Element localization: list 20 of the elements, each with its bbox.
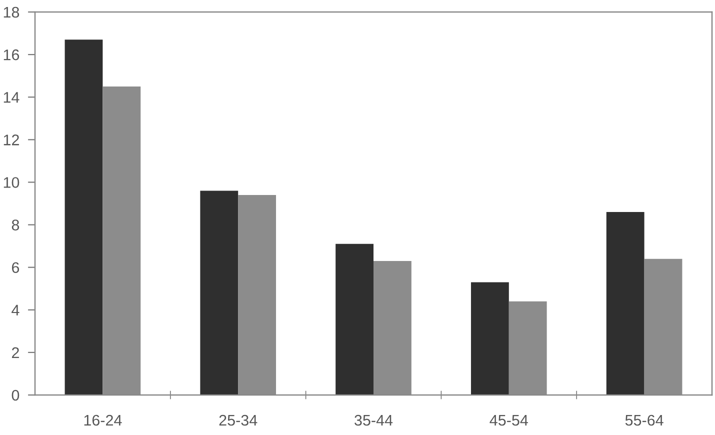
y-tick-label: 0	[12, 390, 20, 401]
y-tick-label: 10	[4, 177, 20, 188]
y-tick-label: 4	[12, 304, 20, 316]
bar	[200, 190, 238, 395]
x-tick-label: 35-44	[354, 414, 393, 426]
y-tick-label: 12	[4, 134, 19, 146]
x-tick-label: 45-54	[490, 415, 528, 426]
bar	[470, 282, 509, 395]
y-tick-label: 14	[4, 92, 20, 103]
x-tick-label: 25-34	[219, 414, 258, 426]
bar	[64, 40, 103, 395]
y-tick-label: 2	[12, 347, 19, 358]
y-tick-label: 16	[4, 49, 20, 60]
y-tick-label: 8	[12, 220, 20, 230]
x-tick-label: 16-24	[84, 414, 122, 426]
bar	[606, 212, 644, 395]
x-tick-label: 55-64	[625, 414, 664, 426]
y-tick-label: 18	[4, 6, 20, 18]
bar	[336, 244, 374, 395]
y-tick-label: 6	[12, 262, 20, 274]
